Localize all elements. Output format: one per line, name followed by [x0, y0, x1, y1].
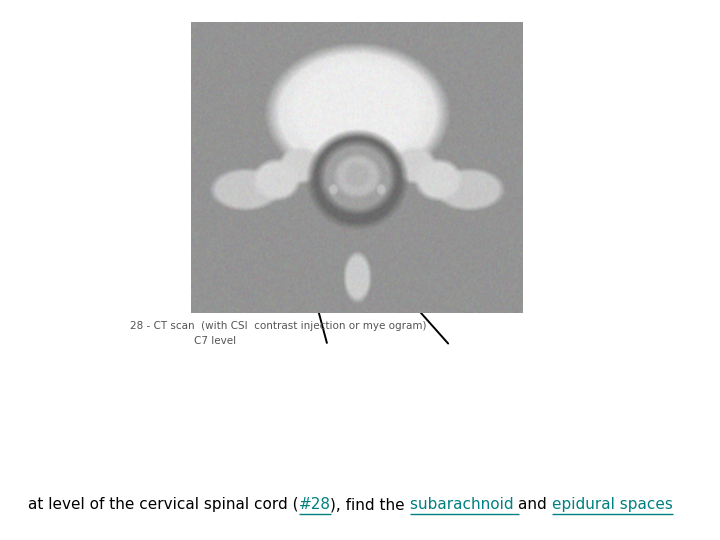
Text: #28: #28 — [299, 497, 330, 512]
Text: and: and — [518, 497, 552, 512]
Text: 28 - CT scan  (with CSI  contrast injection or mye ogram): 28 - CT scan (with CSI contrast injectio… — [130, 321, 426, 332]
Text: subarachnoid: subarachnoid — [410, 497, 518, 512]
Text: at level of the cervical spinal cord (: at level of the cervical spinal cord ( — [28, 497, 299, 512]
Text: epidural spaces: epidural spaces — [552, 497, 673, 512]
Text: ), find the: ), find the — [330, 497, 410, 512]
Text: C7 level: C7 level — [194, 336, 237, 346]
